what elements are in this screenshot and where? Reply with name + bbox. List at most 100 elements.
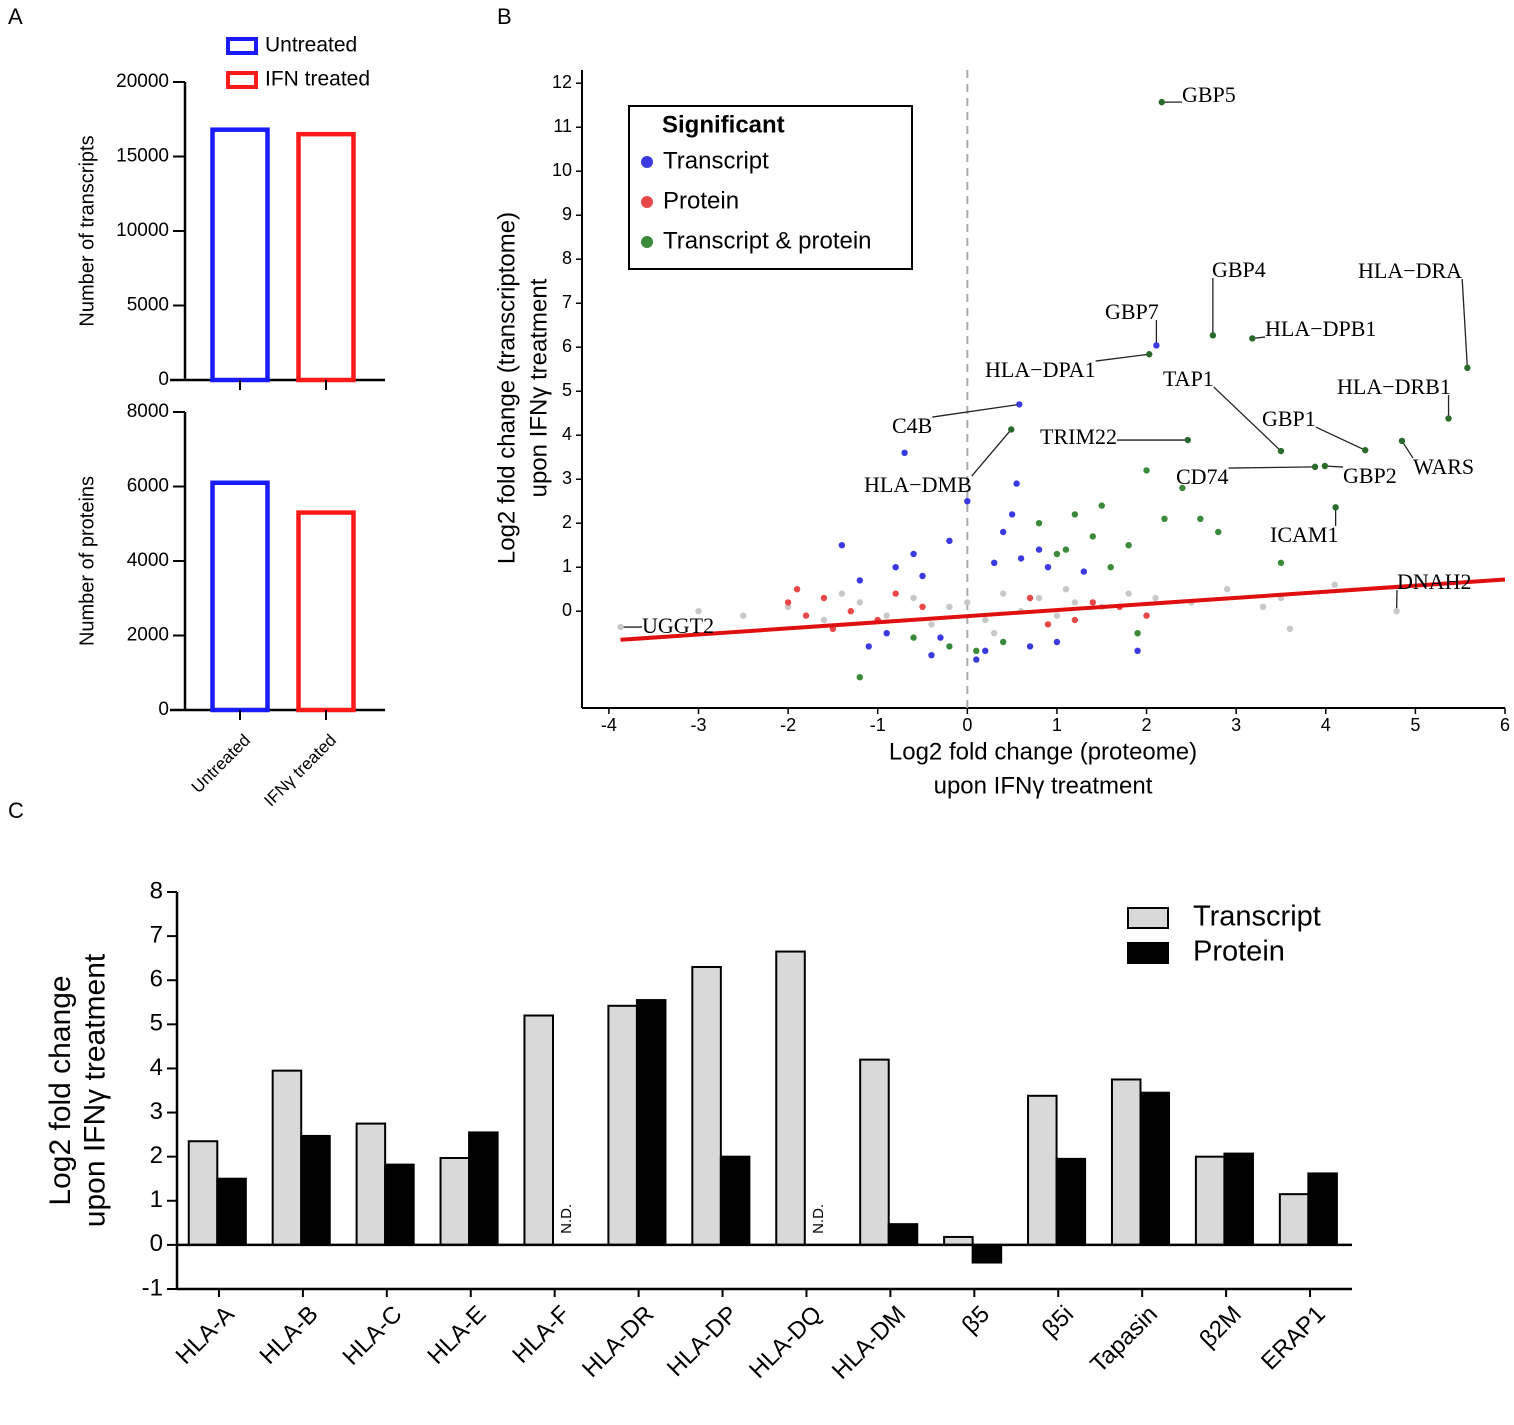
point [991,559,998,566]
annotated-point [1311,463,1319,471]
leader-line [1401,440,1414,459]
legend-marker [641,156,653,168]
point [1044,564,1052,571]
y-tick-label: 7 [562,292,572,312]
point [892,590,899,597]
annotated-point [1209,332,1217,339]
x-tick-label: HLA-C [338,1301,408,1371]
point [856,674,863,681]
y-tick-label: 1 [150,1186,163,1213]
y-tick-label: 6 [562,336,572,356]
point [1089,599,1096,606]
point [1152,594,1159,602]
bar [468,1131,499,1246]
point [1017,555,1025,562]
point [1071,616,1079,624]
y-axis-label: upon IFNγ treatment [78,953,111,1227]
point [838,542,846,549]
y-tick-label: 0 [150,1230,163,1257]
bar [859,1058,890,1246]
point [1134,630,1141,637]
y-tick-label: 8 [150,877,163,904]
annotated-point [1277,447,1285,455]
point [910,594,917,602]
bar [719,1155,751,1246]
x-tick-label: β5 [957,1301,995,1339]
annotation-label: UGGT2 [642,613,714,638]
bar [1139,1091,1171,1246]
bar [187,1140,219,1246]
bar [296,131,356,383]
annotation-label: GBP2 [1343,463,1397,488]
bar [1223,1152,1254,1246]
y-tick-label: 6000 [127,476,169,497]
annotation-label: GBP4 [1212,257,1266,282]
point [1215,528,1222,536]
annotated-point [1249,335,1256,342]
y-tick-label: 4 [562,424,572,444]
annotation-label: GBP7 [1105,299,1159,324]
annotation-label: TAP1 [1163,366,1214,391]
point [1286,625,1294,632]
x-tick-label: HLA-DR [577,1301,659,1383]
leader-line [1315,426,1366,451]
point [964,498,971,505]
point [1179,484,1186,492]
point [1071,599,1079,606]
annotated-point [1362,446,1369,454]
y-tick-label: 2000 [127,625,169,646]
y-tick-label: 2 [562,512,572,532]
y-tick-label: 20000 [116,71,169,92]
y-tick-label: 5 [562,380,572,400]
point [1044,621,1052,628]
point [865,643,872,650]
x-tick-label: Tapasin [1085,1301,1163,1379]
x-tick-label: 4 [1321,715,1331,735]
point [1277,559,1285,566]
x-tick-label: HLA-DM [827,1301,911,1385]
bar [296,510,356,713]
point [793,586,801,593]
y-tick-label: 10000 [116,220,169,241]
panel-label: C [8,798,24,823]
legend-title: Significant [662,111,785,138]
x-tick-label: -2 [780,715,796,735]
annotation-label: C4B [892,413,932,438]
x-tick-label: 6 [1500,715,1510,735]
x-tick-label: Untreated [188,731,254,797]
annotation-label: DNAH2 [1397,569,1472,594]
y-tick-label: 15000 [116,146,169,167]
y-axis-label: Number of transcripts [76,135,98,326]
x-axis-label: Log2 fold change (proteome) [889,738,1197,765]
point [1071,511,1079,518]
bar [1307,1172,1338,1246]
y-tick-label: 0 [158,699,169,720]
point [856,599,863,606]
legend-label: Transcript [663,147,769,174]
y-tick-label: 3 [150,1098,163,1125]
y-tick-label: 5 [150,1010,163,1037]
point [740,612,747,619]
point [883,630,890,637]
x-tick-label: 5 [1410,715,1420,735]
point [856,577,863,584]
bar [1194,1155,1226,1246]
leader-line [1228,466,1316,469]
annotation-label: HLA−DRB1 [1337,374,1451,399]
fit-line [620,577,1506,642]
leader-line [1461,279,1469,368]
legend-label: Protein [663,187,739,214]
y-tick-label: 12 [552,72,572,92]
value-label: N.D. [810,1204,827,1234]
point [802,612,810,619]
legend-label: Protein [1193,936,1285,968]
bar [216,1177,247,1246]
point [784,599,792,606]
legend-swatch [1127,942,1169,964]
x-tick-label: ERAP1 [1256,1301,1331,1376]
leader-line [1213,386,1282,452]
point [847,608,855,615]
point [928,621,935,628]
annotation-label: HLA−DPA1 [985,357,1096,382]
